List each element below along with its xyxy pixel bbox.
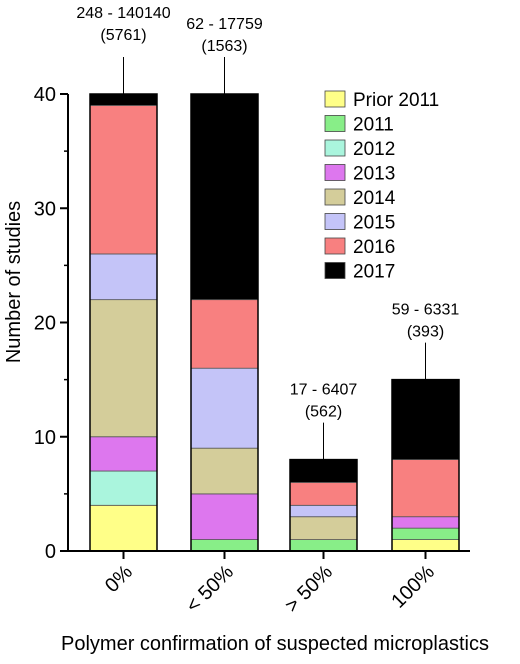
bar-segment <box>190 493 259 540</box>
legend-label: 2012 <box>353 139 395 160</box>
bars-group <box>89 93 460 552</box>
annotation-median: (5761) <box>100 27 146 44</box>
x-tick-label: > 50% <box>281 561 337 617</box>
bar-segment <box>89 504 158 552</box>
annotation-range: 17 - 6407 <box>290 382 358 399</box>
legend-label: 2017 <box>353 262 395 283</box>
bar-segment <box>289 516 358 540</box>
annotation-range: 62 - 17759 <box>186 16 263 33</box>
bar-segment <box>190 539 259 552</box>
legend-label: 2014 <box>353 188 396 209</box>
legend-label: 2013 <box>353 164 395 185</box>
bar-segment <box>391 516 460 529</box>
legend-label: 2011 <box>353 115 394 136</box>
bar-segment <box>190 93 259 301</box>
bar-segment <box>89 93 158 106</box>
annotation-median: (1563) <box>201 38 247 55</box>
bar-segment <box>190 299 259 369</box>
annotation-range: 248 - 140140 <box>76 5 170 22</box>
legend-swatch <box>324 237 346 255</box>
x-axis-title: Polymer confirmation of suspected microp… <box>61 633 489 655</box>
legend-swatch <box>324 115 346 132</box>
x-tick-label: 0% <box>101 561 137 597</box>
bar-segment <box>89 253 158 301</box>
annotations-group: 248 - 140140 (5761) 62 - 17759 (1563) 17 - 6… <box>76 5 459 460</box>
y-axis-title: Number of studies <box>3 201 25 363</box>
bar-segment <box>89 436 158 472</box>
bar-segment <box>89 470 158 506</box>
annotation-range: 59 - 6331 <box>392 302 460 319</box>
legend: Prior 2011 2011 2012 2013 2014 2015 2016 2017 <box>324 90 439 283</box>
bar-segment <box>89 105 158 255</box>
bar-segment <box>190 447 259 495</box>
y-tick-label: 40 <box>34 84 56 106</box>
legend-swatch <box>324 90 346 108</box>
bar-segment <box>89 299 158 438</box>
bar-segment <box>190 367 259 449</box>
annotation-median: (562) <box>305 404 342 421</box>
legend-swatch <box>324 139 346 157</box>
legend-swatch <box>324 188 346 206</box>
legend-swatch <box>324 262 346 279</box>
bar-segment <box>391 539 460 552</box>
bar-segment <box>391 527 460 540</box>
legend-label: 2015 <box>353 213 395 234</box>
y-tick-label: 20 <box>34 313 56 335</box>
bar-segment <box>289 539 358 552</box>
y-tick-label: 30 <box>34 198 56 220</box>
y-tick-label: 0 <box>45 541 56 563</box>
x-tick-label: 100% <box>387 561 439 613</box>
bar-segment <box>289 504 358 518</box>
legend-label: Prior 2011 <box>353 90 439 111</box>
bar-segment <box>391 459 460 518</box>
x-tick-label: < 50% <box>182 561 238 617</box>
legend-swatch <box>324 213 346 230</box>
bar-segment <box>289 459 358 483</box>
legend-swatch <box>324 164 346 181</box>
annotation-median: (393) <box>407 324 444 341</box>
legend-label: 2016 <box>353 237 395 258</box>
bar-segment <box>289 482 358 506</box>
y-tick-label: 10 <box>34 427 56 449</box>
bar-segment <box>391 379 460 460</box>
